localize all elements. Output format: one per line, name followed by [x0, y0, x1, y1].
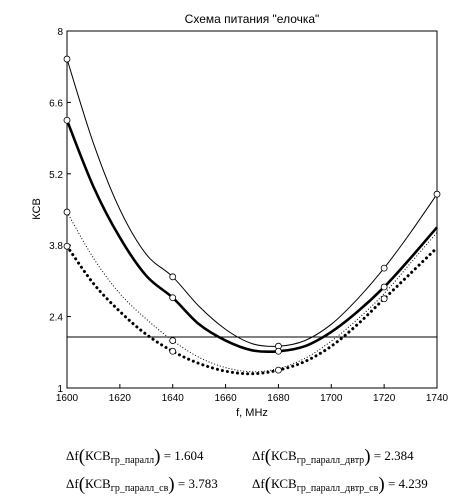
result-value: = 1.604: [163, 448, 204, 463]
result-subscript: гр_паралл_св: [110, 483, 169, 494]
series-4-marker: [380, 295, 388, 303]
result-prefix: Δf: [252, 476, 265, 491]
result-base: КСВ: [271, 448, 297, 463]
result-value: = 2.384: [373, 448, 414, 463]
series-4-marker: [63, 242, 71, 250]
result-value: = 3.783: [177, 476, 218, 491]
series-3-marker: [63, 208, 71, 216]
result-prefix: Δf: [252, 448, 265, 463]
series-4-marker: [275, 366, 282, 374]
series-2-marker: [169, 294, 177, 302]
series-1-marker: [63, 55, 71, 63]
y-tick-label: 8: [57, 27, 63, 38]
series-1-marker: [433, 190, 441, 198]
y-tick-label: 2.4: [49, 313, 63, 324]
x-tick-label: 1600: [56, 393, 79, 404]
result-base: КСВ: [85, 448, 111, 463]
series-1-line: [66, 58, 438, 347]
chart-title: Схема питания "елочка": [185, 12, 320, 26]
result-bandwidth-1: Δf(КСВгр_паралл) = 1.604: [66, 446, 204, 467]
series-1-marker: [169, 273, 177, 281]
result-base: КСВ: [271, 476, 297, 491]
series-4-marker: [169, 347, 177, 355]
x-tick-label: 1640: [162, 393, 185, 404]
x-tick-label: 1680: [267, 393, 290, 404]
y-tick-label: 6.6: [49, 98, 63, 109]
series-2-marker: [275, 347, 282, 355]
x-tick-label: 1620: [109, 393, 132, 404]
series-2-marker: [63, 116, 71, 124]
series-2-marker: [380, 283, 388, 291]
x-axis-label: f, MHz: [236, 407, 268, 419]
series-4-line: [65, 244, 439, 376]
result-subscript: гр_паралл: [110, 455, 155, 466]
y-tick-label: 5.2: [49, 170, 63, 181]
result-base: КСВ: [85, 476, 111, 491]
series-1-marker: [380, 264, 388, 272]
plot-frame: [66, 30, 438, 389]
result-bandwidth-4: Δf(КСВгр_паралл_двтр_св) = 4.239: [252, 474, 428, 495]
plot-area: 1600 1620 1640 1660 1680 1700 1720 1740 1 2.4 3.8 5…: [49, 27, 448, 404]
result-prefix: Δf: [66, 476, 79, 491]
x-tick-label: 1660: [214, 393, 237, 404]
x-tick-label: 1700: [320, 393, 343, 404]
y-tick-label: 3.8: [49, 241, 63, 252]
series-3-line: [66, 211, 438, 373]
vswr-chart: Схема питания "елочка" КСВ f, MHz 1600 16…: [31, 12, 449, 419]
result-subscript: гр_паралл_двтр: [296, 455, 365, 466]
x-tick-label: 1740: [426, 393, 449, 404]
result-prefix: Δf: [66, 448, 79, 463]
series-2-line: [65, 119, 438, 354]
y-tick-label: 1: [57, 384, 63, 395]
series-3-marker: [169, 337, 177, 344]
result-value: = 4.239: [387, 476, 428, 491]
x-tick-label: 1720: [373, 393, 396, 404]
result-bandwidth-2: Δf(КСВгр_паралл_двтр) = 2.384: [252, 446, 414, 467]
result-subscript: гр_паралл_двтр_св: [296, 483, 379, 494]
y-axis-label: КСВ: [31, 198, 43, 220]
result-bandwidth-3: Δf(КСВгр_паралл_св) = 3.783: [66, 474, 218, 495]
